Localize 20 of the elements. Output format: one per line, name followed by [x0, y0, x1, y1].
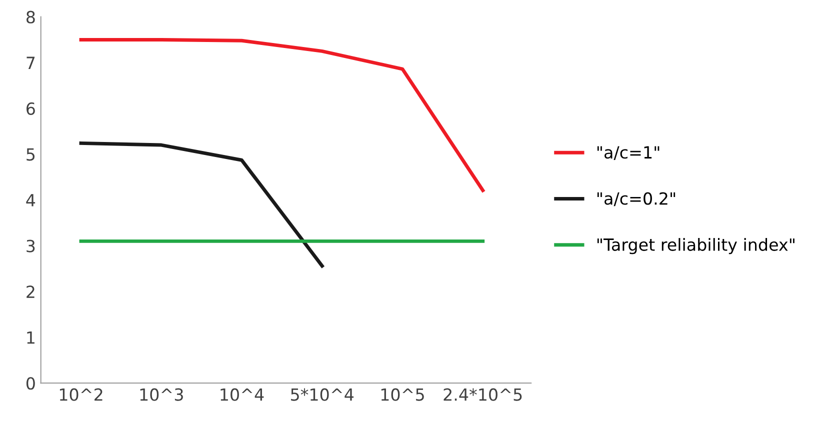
legend-label: "a/c=1" [597, 146, 660, 160]
legend-label: "Target reliability index" [597, 238, 794, 254]
x-tick-label: 10^5 [381, 388, 424, 401]
x-tick-label: 10^3 [140, 388, 183, 401]
x-tick-label: 5*10^4 [291, 388, 354, 401]
x-tick-label: 10^4 [220, 388, 264, 401]
y-tick-label: 8 [26, 10, 35, 24]
y-tick-label: 5 [26, 148, 35, 161]
x-tick-label: 10^2 [60, 388, 102, 401]
y-tick-label: 2 [26, 286, 34, 298]
line-series [79, 38, 485, 192]
line-series [79, 141, 324, 268]
y-tick-label: 7 [26, 56, 35, 69]
y-tick-label: 4 [26, 194, 36, 206]
legend-label: "a/c=0.2" [597, 192, 676, 206]
x-tick-label: 2.4*10^5 [444, 388, 522, 401]
y-tick-label: 0 [26, 377, 35, 390]
y-tick-label: 3 [26, 240, 35, 252]
y-tick-label: 1 [27, 332, 34, 344]
y-tick-label: 6 [26, 102, 35, 115]
